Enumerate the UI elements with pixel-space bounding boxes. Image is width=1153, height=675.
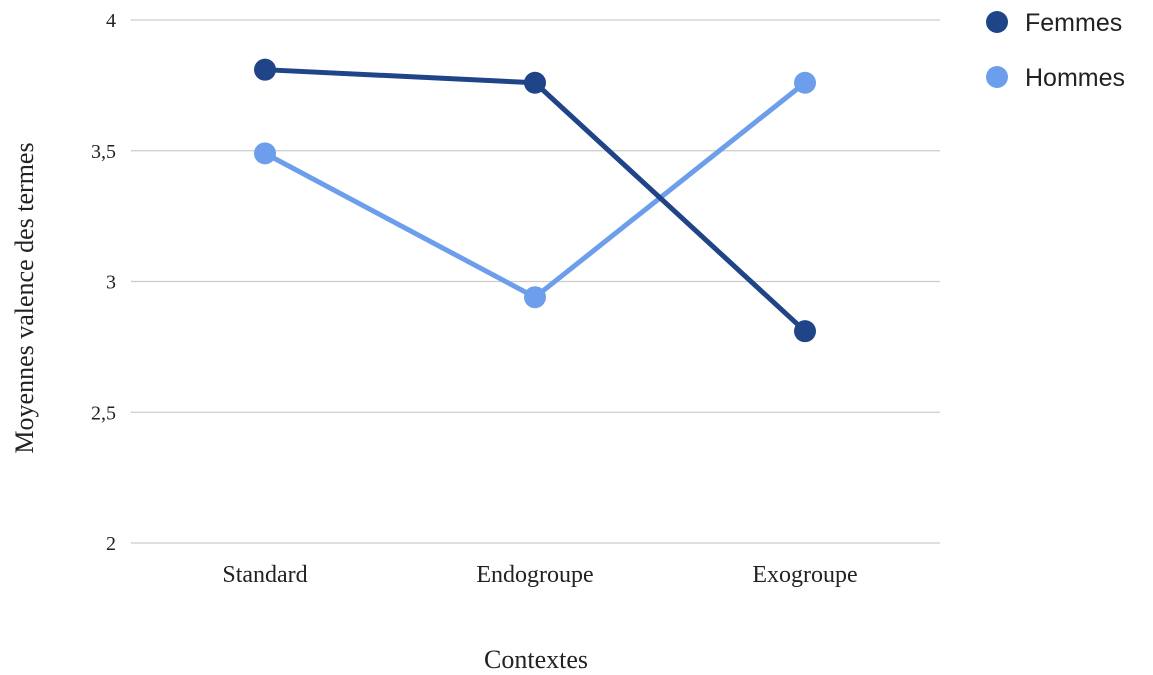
data-point bbox=[524, 286, 546, 309]
legend-label: Femmes bbox=[1025, 9, 1122, 37]
x-category-label: Exogroupe bbox=[752, 562, 857, 588]
x-category-label: Endogroupe bbox=[476, 562, 593, 588]
legend-marker bbox=[986, 11, 1008, 33]
data-point bbox=[524, 71, 546, 94]
y-tick-label: 2,5 bbox=[91, 402, 116, 424]
data-point bbox=[254, 142, 276, 165]
series-hommes bbox=[254, 71, 816, 309]
legend-marker bbox=[986, 66, 1008, 88]
y-tick-label: 3 bbox=[106, 272, 116, 294]
y-axis-ticks: 2 2,5 3 3,5 4 bbox=[91, 10, 116, 555]
data-point bbox=[254, 58, 276, 81]
y-tick-label: 3,5 bbox=[91, 141, 116, 163]
data-point bbox=[794, 71, 816, 94]
gridlines bbox=[131, 19, 940, 544]
y-axis-title: Moyennes valence des termes bbox=[10, 142, 39, 453]
series-lines bbox=[254, 58, 816, 343]
legend-label: Hommes bbox=[1025, 64, 1125, 92]
y-tick-label: 4 bbox=[106, 10, 116, 32]
x-axis-categories: Standard Endogroupe Exogroupe bbox=[222, 562, 857, 588]
legend: Femmes Hommes bbox=[986, 9, 1125, 92]
y-tick-label: 2 bbox=[106, 533, 116, 555]
data-point bbox=[794, 320, 816, 343]
series-femmes bbox=[254, 58, 816, 343]
x-category-label: Standard bbox=[222, 562, 307, 588]
series-line bbox=[262, 80, 808, 300]
x-axis-title: Contextes bbox=[484, 645, 588, 674]
